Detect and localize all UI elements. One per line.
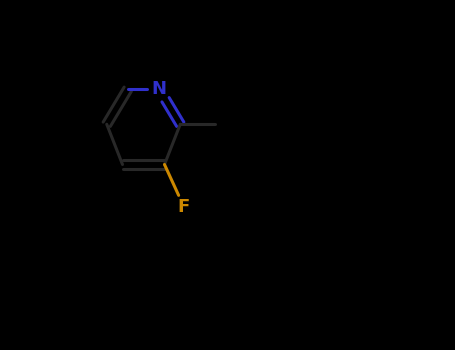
Text: F: F — [177, 197, 190, 216]
Text: N: N — [152, 80, 167, 98]
